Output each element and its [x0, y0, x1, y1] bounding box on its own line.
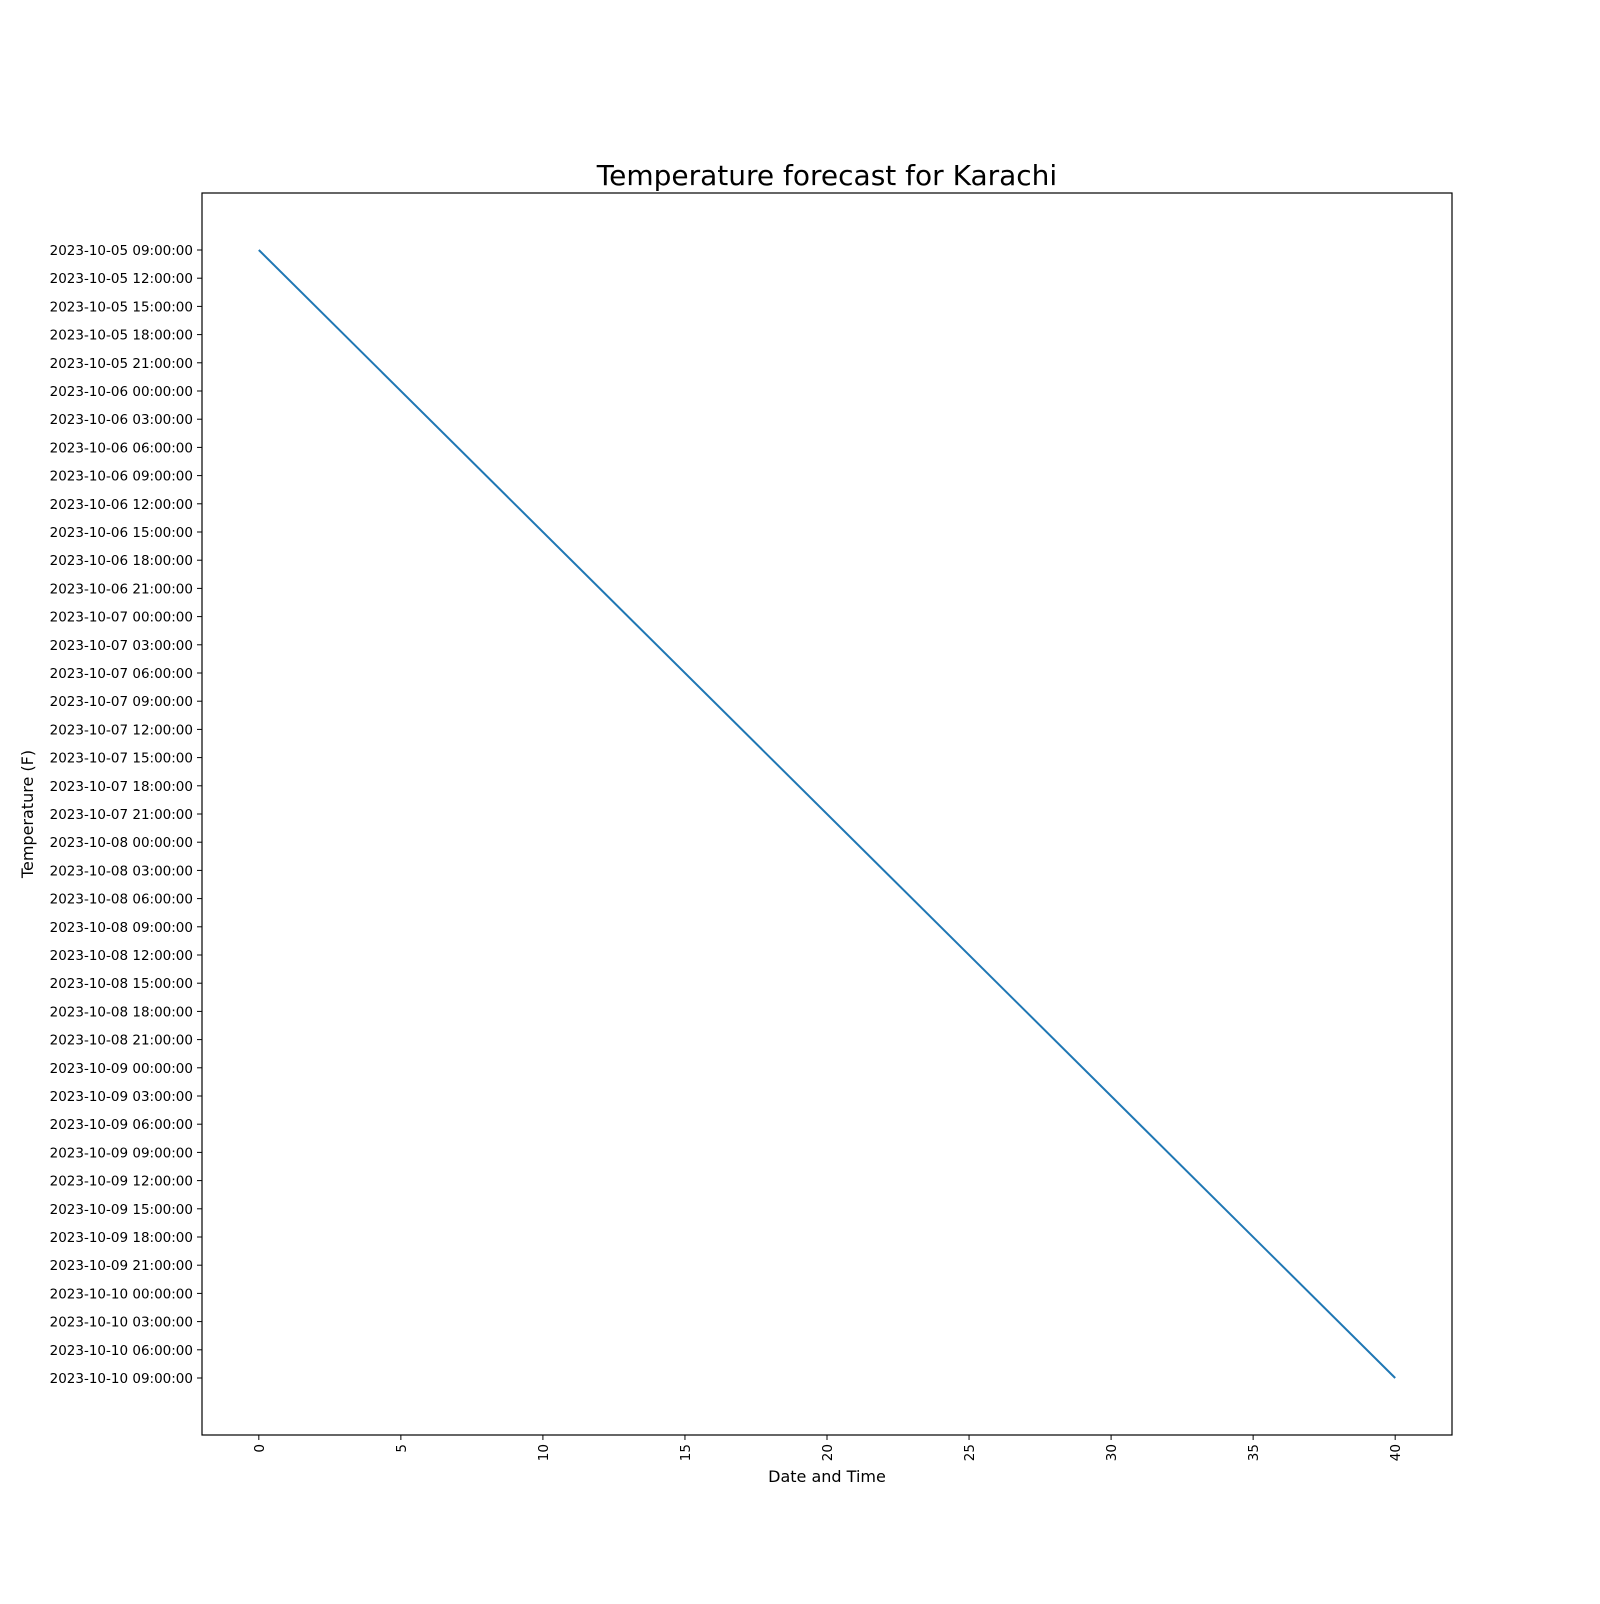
y-tick-label: 2023-10-07 12:00:00: [50, 722, 193, 738]
chart-title: Temperature forecast for Karachi: [596, 159, 1057, 192]
y-tick-label: 2023-10-09 00:00:00: [50, 1061, 193, 1077]
y-tick-label: 2023-10-08 03:00:00: [50, 863, 193, 879]
y-tick-label: 2023-10-08 09:00:00: [50, 920, 193, 936]
x-tick-label: 40: [1388, 1444, 1404, 1461]
y-tick-label: 2023-10-07 03:00:00: [50, 638, 193, 654]
y-tick-label: 2023-10-08 15:00:00: [50, 976, 193, 992]
y-tick-label: 2023-10-06 06:00:00: [50, 440, 193, 456]
y-tick-label: 2023-10-09 15:00:00: [50, 1202, 193, 1218]
y-tick-label: 2023-10-07 09:00:00: [50, 694, 193, 710]
y-tick-label: 2023-10-07 15:00:00: [50, 751, 193, 767]
y-tick-label: 2023-10-05 18:00:00: [50, 328, 193, 344]
y-tick-label: 2023-10-05 12:00:00: [50, 271, 193, 287]
x-tick-label: 25: [962, 1444, 978, 1461]
y-tick-label: 2023-10-07 06:00:00: [50, 666, 193, 682]
y-tick-label: 2023-10-09 18:00:00: [50, 1230, 193, 1246]
y-tick-label: 2023-10-06 00:00:00: [50, 384, 193, 400]
x-tick-label: 15: [678, 1444, 694, 1461]
x-tick-label: 30: [1104, 1444, 1120, 1461]
y-tick-label: 2023-10-08 12:00:00: [50, 948, 193, 964]
x-axis-ticks: 0 5 10 15 20 25 30 35 40: [252, 1435, 1404, 1461]
x-tick-label: 5: [394, 1444, 410, 1453]
y-tick-label: 2023-10-09 12:00:00: [50, 1174, 193, 1190]
y-tick-label: 2023-10-09 03:00:00: [50, 1089, 193, 1105]
y-tick-label: 2023-10-06 21:00:00: [50, 581, 193, 597]
x-tick-label: 10: [536, 1444, 552, 1461]
y-axis-label: Temperature (F): [18, 750, 37, 879]
y-tick-label: 2023-10-05 09:00:00: [50, 243, 193, 259]
x-tick-label: 0: [252, 1444, 268, 1453]
y-tick-label: 2023-10-10 06:00:00: [50, 1343, 193, 1359]
y-tick-label: 2023-10-06 12:00:00: [50, 497, 193, 513]
y-tick-label: 2023-10-06 18:00:00: [50, 553, 193, 569]
y-tick-label: 2023-10-10 03:00:00: [50, 1315, 193, 1331]
y-tick-label: 2023-10-05 15:00:00: [50, 299, 193, 315]
y-tick-label: 2023-10-09 21:00:00: [50, 1258, 193, 1274]
y-tick-label: 2023-10-07 21:00:00: [50, 807, 193, 823]
y-tick-label: 2023-10-07 18:00:00: [50, 779, 193, 795]
y-tick-label: 2023-10-08 18:00:00: [50, 1004, 193, 1020]
y-tick-label: 2023-10-08 06:00:00: [50, 892, 193, 908]
y-tick-label: 2023-10-06 03:00:00: [50, 412, 193, 428]
y-tick-label: 2023-10-07 00:00:00: [50, 610, 193, 626]
plot-area-frame: [201, 192, 1453, 1436]
y-tick-label: 2023-10-09 09:00:00: [50, 1145, 193, 1161]
y-axis-ticks: 2023-10-05 09:00:00 2023-10-05 12:00:00 20…: [50, 243, 202, 1387]
y-tick-label: 2023-10-08 00:00:00: [50, 835, 193, 851]
y-tick-label: 2023-10-08 21:00:00: [50, 1033, 193, 1049]
series-line: [258, 249, 1396, 1379]
y-tick-label: 2023-10-10 09:00:00: [50, 1371, 193, 1387]
y-tick-label: 2023-10-05 21:00:00: [50, 356, 193, 372]
x-axis-label: Date and Time: [768, 1467, 886, 1486]
y-tick-label: 2023-10-10 00:00:00: [50, 1286, 193, 1302]
y-tick-label: 2023-10-06 15:00:00: [50, 525, 193, 541]
series-layer: [258, 249, 1396, 1379]
y-tick-label: 2023-10-06 09:00:00: [50, 469, 193, 485]
x-tick-label: 35: [1246, 1444, 1262, 1461]
y-tick-label: 2023-10-09 06:00:00: [50, 1117, 193, 1133]
x-tick-label: 20: [820, 1444, 836, 1461]
